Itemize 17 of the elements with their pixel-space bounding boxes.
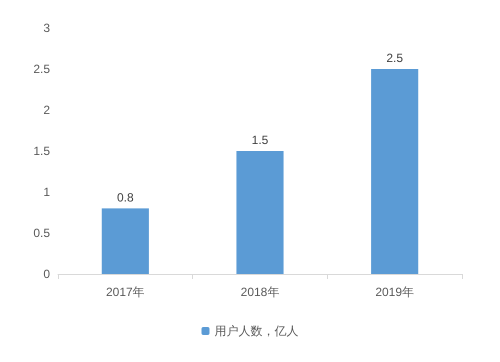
legend-label: 用户人数，亿人 [214, 324, 298, 338]
y-tick-label: 2.5 [33, 62, 50, 76]
y-tick-label: 0 [43, 267, 50, 281]
y-tick-label: 1.5 [33, 144, 50, 158]
data-label: 1.5 [252, 133, 269, 147]
data-label: 2.5 [386, 51, 404, 65]
y-tick-label: 3 [43, 21, 50, 35]
y-tick-label: 2 [43, 103, 50, 117]
y-tick-label: 1 [43, 185, 50, 199]
data-label: 0.8 [116, 190, 134, 204]
x-tick-label: 2017年 [106, 285, 145, 299]
x-tick-label: 2018年 [240, 285, 280, 299]
y-tick-label: 0.5 [33, 226, 50, 240]
x-tick-label: 2019年 [375, 285, 414, 299]
bar [371, 69, 418, 274]
bar [102, 208, 149, 274]
bar [236, 151, 284, 274]
